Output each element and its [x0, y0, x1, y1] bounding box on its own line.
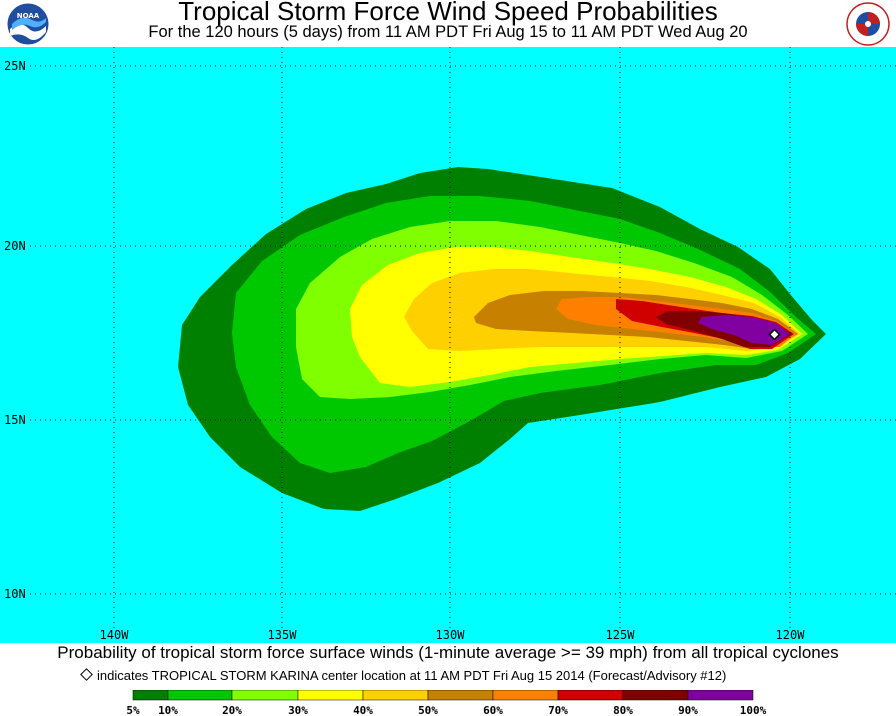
legend-swatch: [167, 690, 233, 701]
chart-title: Tropical Storm Force Wind Speed Probabil…: [178, 0, 718, 26]
map-caption: Probability of tropical storm force surf…: [57, 643, 839, 662]
legend-label: 30%: [288, 704, 308, 716]
lat-label-10n: 10N: [4, 587, 26, 601]
chart-subtitle: For the 120 hours (5 days) from 11 AM PD…: [148, 23, 748, 41]
graticule: [30, 47, 896, 629]
lat-label-20n: 20N: [4, 239, 26, 253]
legend-labels: 5% 10% 20% 30% 40% 50% 60% 70% 80% 90% 100%: [126, 704, 766, 716]
marker-note-text: indicates TROPICAL STORM KARINA center l…: [97, 668, 727, 683]
marker-note: indicates TROPICAL STORM KARINA center l…: [80, 668, 727, 683]
legend-label: 50%: [418, 704, 438, 716]
legend-swatch: [687, 690, 754, 701]
legend-label: 20%: [222, 704, 242, 716]
nws-logo: [846, 2, 890, 46]
legend-label: 100%: [740, 704, 767, 716]
legend-swatch: [622, 690, 689, 701]
legend-label: 10%: [158, 704, 178, 716]
noaa-logo: NOAA: [6, 2, 50, 46]
legend-label: 70%: [548, 704, 568, 716]
lon-label-140w: 140W: [100, 628, 130, 642]
lon-label-120w: 120W: [776, 628, 806, 642]
probability-legend: 5% 10% 20% 30% 40% 50% 60% 70% 80% 90% 100%: [126, 690, 767, 716]
legend-swatch: [132, 690, 169, 701]
lon-label-125w: 125W: [606, 628, 636, 642]
legend-swatch: [231, 690, 299, 701]
lon-label-135w: 135W: [268, 628, 298, 642]
lat-label-15n: 15N: [4, 413, 26, 427]
storm-center-marker: [768, 328, 781, 341]
legend-bars: [132, 690, 754, 701]
diamond-marker-icon: [80, 668, 93, 681]
legend-label: 90%: [678, 704, 698, 716]
legend-label: 80%: [613, 704, 633, 716]
legend-swatch: [427, 690, 494, 701]
contour-90-percent: [698, 315, 790, 345]
probability-map: 25N 20N 15N 10N 140W 135W 130W 125W 120W: [0, 47, 896, 643]
legend-swatch: [492, 690, 559, 701]
lon-label-130w: 130W: [436, 628, 466, 642]
noaa-logo-text: NOAA: [17, 12, 40, 20]
legend-swatch: [362, 690, 429, 701]
legend-swatch: [297, 690, 364, 701]
legend-label: 40%: [353, 704, 373, 716]
legend-label: 60%: [483, 704, 503, 716]
lat-label-25n: 25N: [4, 59, 26, 73]
legend-swatch: [557, 690, 624, 701]
legend-label: 5%: [126, 704, 140, 716]
